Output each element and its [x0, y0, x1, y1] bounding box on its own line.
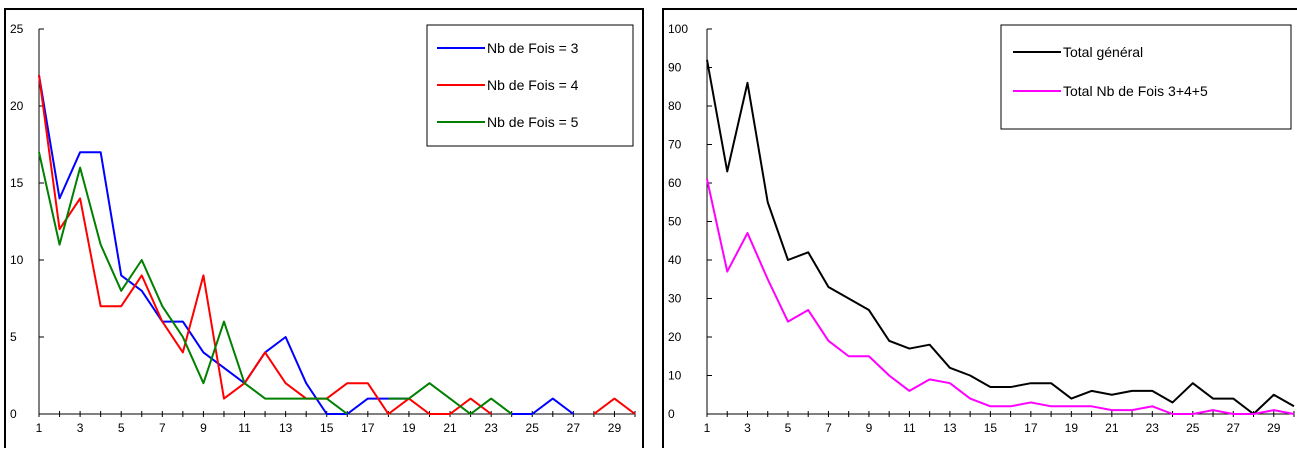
- left-series-2-line: [38, 151, 348, 415]
- left-x-tick-label: 9: [200, 421, 207, 435]
- left-y-tick-label: 0: [10, 407, 17, 421]
- right-legend-label-0: Total général: [1063, 44, 1143, 60]
- right-x-tick-label: 19: [1065, 421, 1079, 435]
- left-y-tick-label: 10: [10, 253, 24, 267]
- chart-left-panel: 0 5 10 15 20 25 1 3 5 7 9 11 13 15 17 19 21 23 25 27 29 Nb de…: [4, 8, 644, 448]
- left-x-tick-label: 19: [402, 421, 416, 435]
- right-x-tick-label: 13: [943, 421, 957, 435]
- right-y-tick-label: 0: [668, 407, 675, 421]
- right-x-tick-label: 7: [825, 421, 832, 435]
- right-x-tick-label: 23: [1146, 421, 1160, 435]
- left-x-tick-label: 13: [279, 421, 293, 435]
- left-x-tick-label: 29: [608, 421, 622, 435]
- left-y-tick-label: 20: [10, 99, 24, 113]
- right-y-tick-label: 70: [668, 138, 682, 152]
- right-x-tick-label: 15: [984, 421, 998, 435]
- left-x-tick-label: 27: [567, 421, 581, 435]
- right-y-tick-label: 30: [668, 292, 682, 306]
- right-y-tick-label: 90: [668, 61, 682, 75]
- right-y-tick-label: 80: [668, 99, 682, 113]
- left-y-tick-label: 15: [10, 176, 24, 190]
- chart-right-panel: 0 10 20 30 40 50 60 70 80 90 100 1 3 5 7 9 11 13 15 17 19 21 2…: [662, 8, 1297, 448]
- right-series-1-line: [706, 178, 1295, 415]
- right-x-tick-label: 5: [785, 421, 792, 435]
- left-x-tick-label: 7: [159, 421, 166, 435]
- right-y-tick-label: 50: [668, 215, 682, 229]
- right-x-tick-label: 21: [1105, 421, 1119, 435]
- right-y-tick-label: 60: [668, 176, 682, 190]
- right-legend-label-1: Total Nb de Fois 3+4+5: [1063, 83, 1208, 99]
- left-x-tick-label: 1: [36, 421, 43, 435]
- right-y-tick-label: 40: [668, 253, 682, 267]
- right-x-tick-label: 9: [866, 421, 873, 435]
- right-y-tick-label: 10: [668, 369, 682, 383]
- left-series-0-line: [38, 75, 409, 415]
- right-y-tick-label: 20: [668, 330, 682, 344]
- left-y-tick-label: 25: [10, 22, 24, 36]
- right-x-tick-label: 3: [744, 421, 751, 435]
- left-legend-label-1: Nb de Fois = 4: [487, 77, 579, 93]
- left-series-2-line: [388, 382, 513, 415]
- left-series-1-line: [38, 75, 492, 415]
- right-y-tick-label: 100: [668, 22, 688, 36]
- right-x-tick-label: 25: [1186, 421, 1200, 435]
- left-legend-label-0: Nb de Fois = 3: [487, 40, 579, 56]
- left-series-1-line: [593, 397, 636, 415]
- left-x-tick-label: 15: [320, 421, 334, 435]
- right-x-tick-label: 27: [1227, 421, 1241, 435]
- left-x-tick-label: 17: [361, 421, 375, 435]
- left-x-tick-label: 5: [118, 421, 125, 435]
- left-x-tick-label: 25: [526, 421, 540, 435]
- right-legend: [1000, 24, 1292, 130]
- right-series-0-line: [706, 59, 1295, 415]
- left-series-0-line: [511, 397, 574, 415]
- right-x-tick-label: 17: [1024, 421, 1038, 435]
- left-x-tick-label: 3: [77, 421, 84, 435]
- left-x-tick-label: 23: [484, 421, 498, 435]
- right-x-tick-label: 11: [903, 421, 916, 435]
- left-x-tick-label: 21: [443, 421, 457, 435]
- right-x-tick-label: 1: [704, 421, 711, 435]
- left-legend-label-2: Nb de Fois = 5: [487, 114, 579, 130]
- right-x-tick-label: 29: [1267, 421, 1281, 435]
- left-y-tick-label: 5: [10, 330, 17, 344]
- left-x-tick-label: 11: [238, 421, 251, 435]
